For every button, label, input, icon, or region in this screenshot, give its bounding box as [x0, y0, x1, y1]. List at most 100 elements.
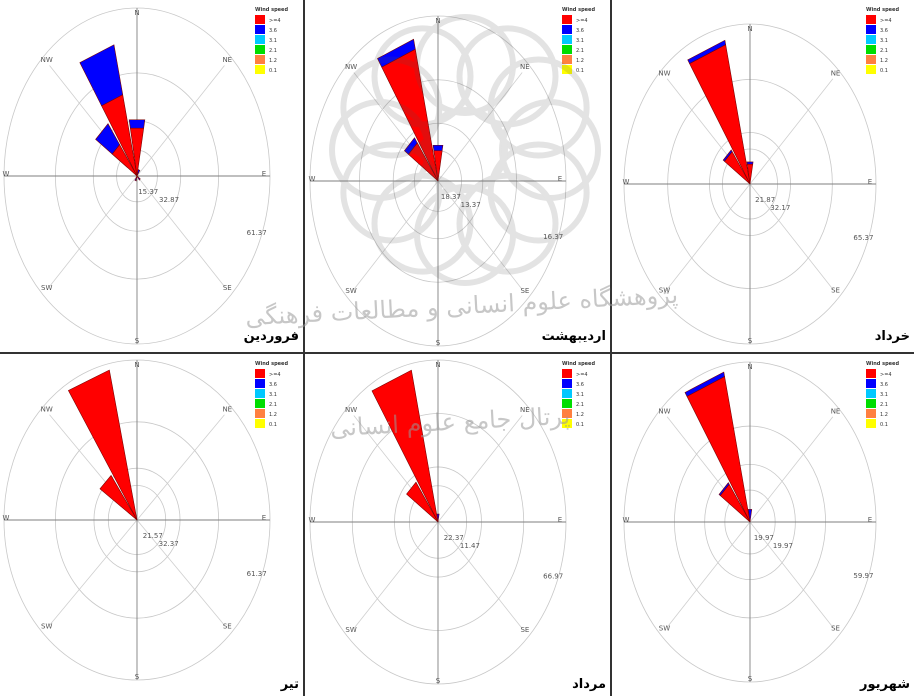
legend-label: >=4 — [880, 372, 892, 378]
petal-segment — [99, 474, 138, 521]
legend-label: 0.1 — [576, 422, 584, 428]
legend-swatch — [255, 35, 265, 44]
legend-swatch — [562, 65, 572, 74]
legend-swatch — [562, 25, 572, 34]
direction-label: S — [436, 677, 441, 685]
legend-swatch — [866, 55, 876, 64]
legend-swatch — [255, 419, 265, 428]
legend-label: 0.1 — [576, 68, 584, 74]
legend-label: >=4 — [269, 372, 281, 378]
legend-label: >=4 — [880, 18, 892, 24]
petal-segment — [686, 376, 751, 523]
legend-title: Wind speed — [255, 7, 288, 13]
legend-swatch — [866, 25, 876, 34]
petal-segment — [746, 161, 754, 165]
legend-swatch — [866, 409, 876, 418]
direction-label: E — [868, 178, 872, 186]
direction-label: NE — [520, 63, 530, 71]
month-label: اردیبهشت — [541, 329, 606, 344]
legend-label: 3.6 — [269, 28, 277, 34]
ring-value-label: 15.37 — [138, 188, 158, 196]
ring-value-label: 32.37 — [159, 540, 179, 548]
direction-label: E — [558, 175, 562, 183]
direction-label: N — [747, 363, 752, 371]
direction-label: W — [309, 175, 316, 183]
direction-label: W — [309, 516, 316, 524]
petal-segment — [128, 119, 146, 129]
petal-segment — [371, 369, 439, 523]
spoke-line — [666, 521, 751, 628]
direction-label: NE — [222, 405, 232, 413]
legend-label: 1.2 — [880, 58, 888, 64]
legend-swatch — [255, 369, 265, 378]
direction-label: W — [3, 170, 10, 178]
petal-segment — [689, 44, 751, 185]
ring-value-label: 19.97 — [754, 534, 774, 542]
legend-title: Wind speed — [866, 361, 899, 367]
petal-segment — [136, 168, 141, 177]
legend-swatch — [866, 15, 876, 24]
legend-label: 3.6 — [880, 382, 888, 388]
direction-label: NW — [41, 56, 53, 64]
direction-label: W — [3, 514, 10, 522]
ring-value-label: 61.37 — [247, 570, 267, 578]
petal-segment — [436, 513, 440, 523]
ring-value-label: 66.97 — [543, 573, 563, 581]
legend-swatch — [866, 389, 876, 398]
direction-label: S — [135, 337, 140, 345]
ring-value-label: 61.37 — [247, 229, 267, 237]
spoke-line — [437, 72, 523, 182]
legend-label: 2.1 — [269, 402, 277, 408]
legend-label: 3.6 — [576, 382, 584, 388]
ring-value-label: 16.37 — [543, 233, 563, 241]
wind-rose-panel: N NE E SE S SW W NW 21.57 32.37 61.37 Wind speed >=4… — [0, 354, 303, 696]
legend-label: 2.1 — [576, 402, 584, 408]
legend-label: 0.1 — [880, 68, 888, 74]
ring-value-label: 21.57 — [143, 532, 163, 540]
legend-label: 0.1 — [269, 422, 277, 428]
legend-label: 3.1 — [269, 392, 277, 398]
petal-segment — [67, 369, 138, 521]
legend-swatch — [255, 409, 265, 418]
direction-label: E — [868, 516, 872, 524]
petal-segment — [377, 38, 416, 68]
legend-swatch — [866, 65, 876, 74]
legend-title: Wind speed — [866, 7, 899, 13]
wind-rose-panel: N NE E SE S SW W NW 19.97 19.97 59.97 Wind speed >=4… — [612, 354, 914, 696]
legend-label: >=4 — [269, 18, 281, 24]
legend-swatch — [866, 35, 876, 44]
petal-segment — [432, 144, 444, 151]
legend-label: 2.1 — [880, 402, 888, 408]
petal-segment — [381, 48, 439, 182]
spoke-line — [749, 416, 834, 523]
spoke-line — [353, 180, 439, 290]
wind-rose-panel: N NE E SE S SW W NW 15.37 32.87 61.37 Wind speed >=4… — [0, 0, 303, 352]
spoke-line — [136, 175, 225, 287]
horizontal-divider — [0, 352, 914, 354]
direction-label: NW — [345, 406, 357, 414]
direction-label: S — [436, 339, 441, 347]
legend-swatch — [562, 379, 572, 388]
direction-label: W — [623, 516, 630, 524]
wind-rose-panel: N NE E SE S SW W NW 21.87 32.17 65.37 Wind speed >=4… — [612, 0, 914, 352]
petal-segment — [687, 39, 726, 64]
legend-swatch — [866, 399, 876, 408]
ring-value-label: 22.37 — [444, 534, 464, 542]
legend-swatch — [562, 55, 572, 64]
vertical-divider-left — [303, 0, 305, 696]
direction-label: N — [435, 17, 440, 25]
direction-label: SW — [345, 626, 356, 634]
legend-label: 3.6 — [880, 28, 888, 34]
legend-swatch — [866, 379, 876, 388]
legend-swatch — [866, 369, 876, 378]
legend-label: 0.1 — [880, 422, 888, 428]
legend-title: Wind speed — [255, 361, 288, 367]
direction-label: E — [262, 514, 266, 522]
spoke-line — [749, 183, 834, 290]
legend-label: 2.1 — [880, 48, 888, 54]
legend-label: 2.1 — [269, 48, 277, 54]
legend-swatch — [562, 399, 572, 408]
legend-label: 3.6 — [269, 382, 277, 388]
direction-label: SW — [345, 287, 356, 295]
